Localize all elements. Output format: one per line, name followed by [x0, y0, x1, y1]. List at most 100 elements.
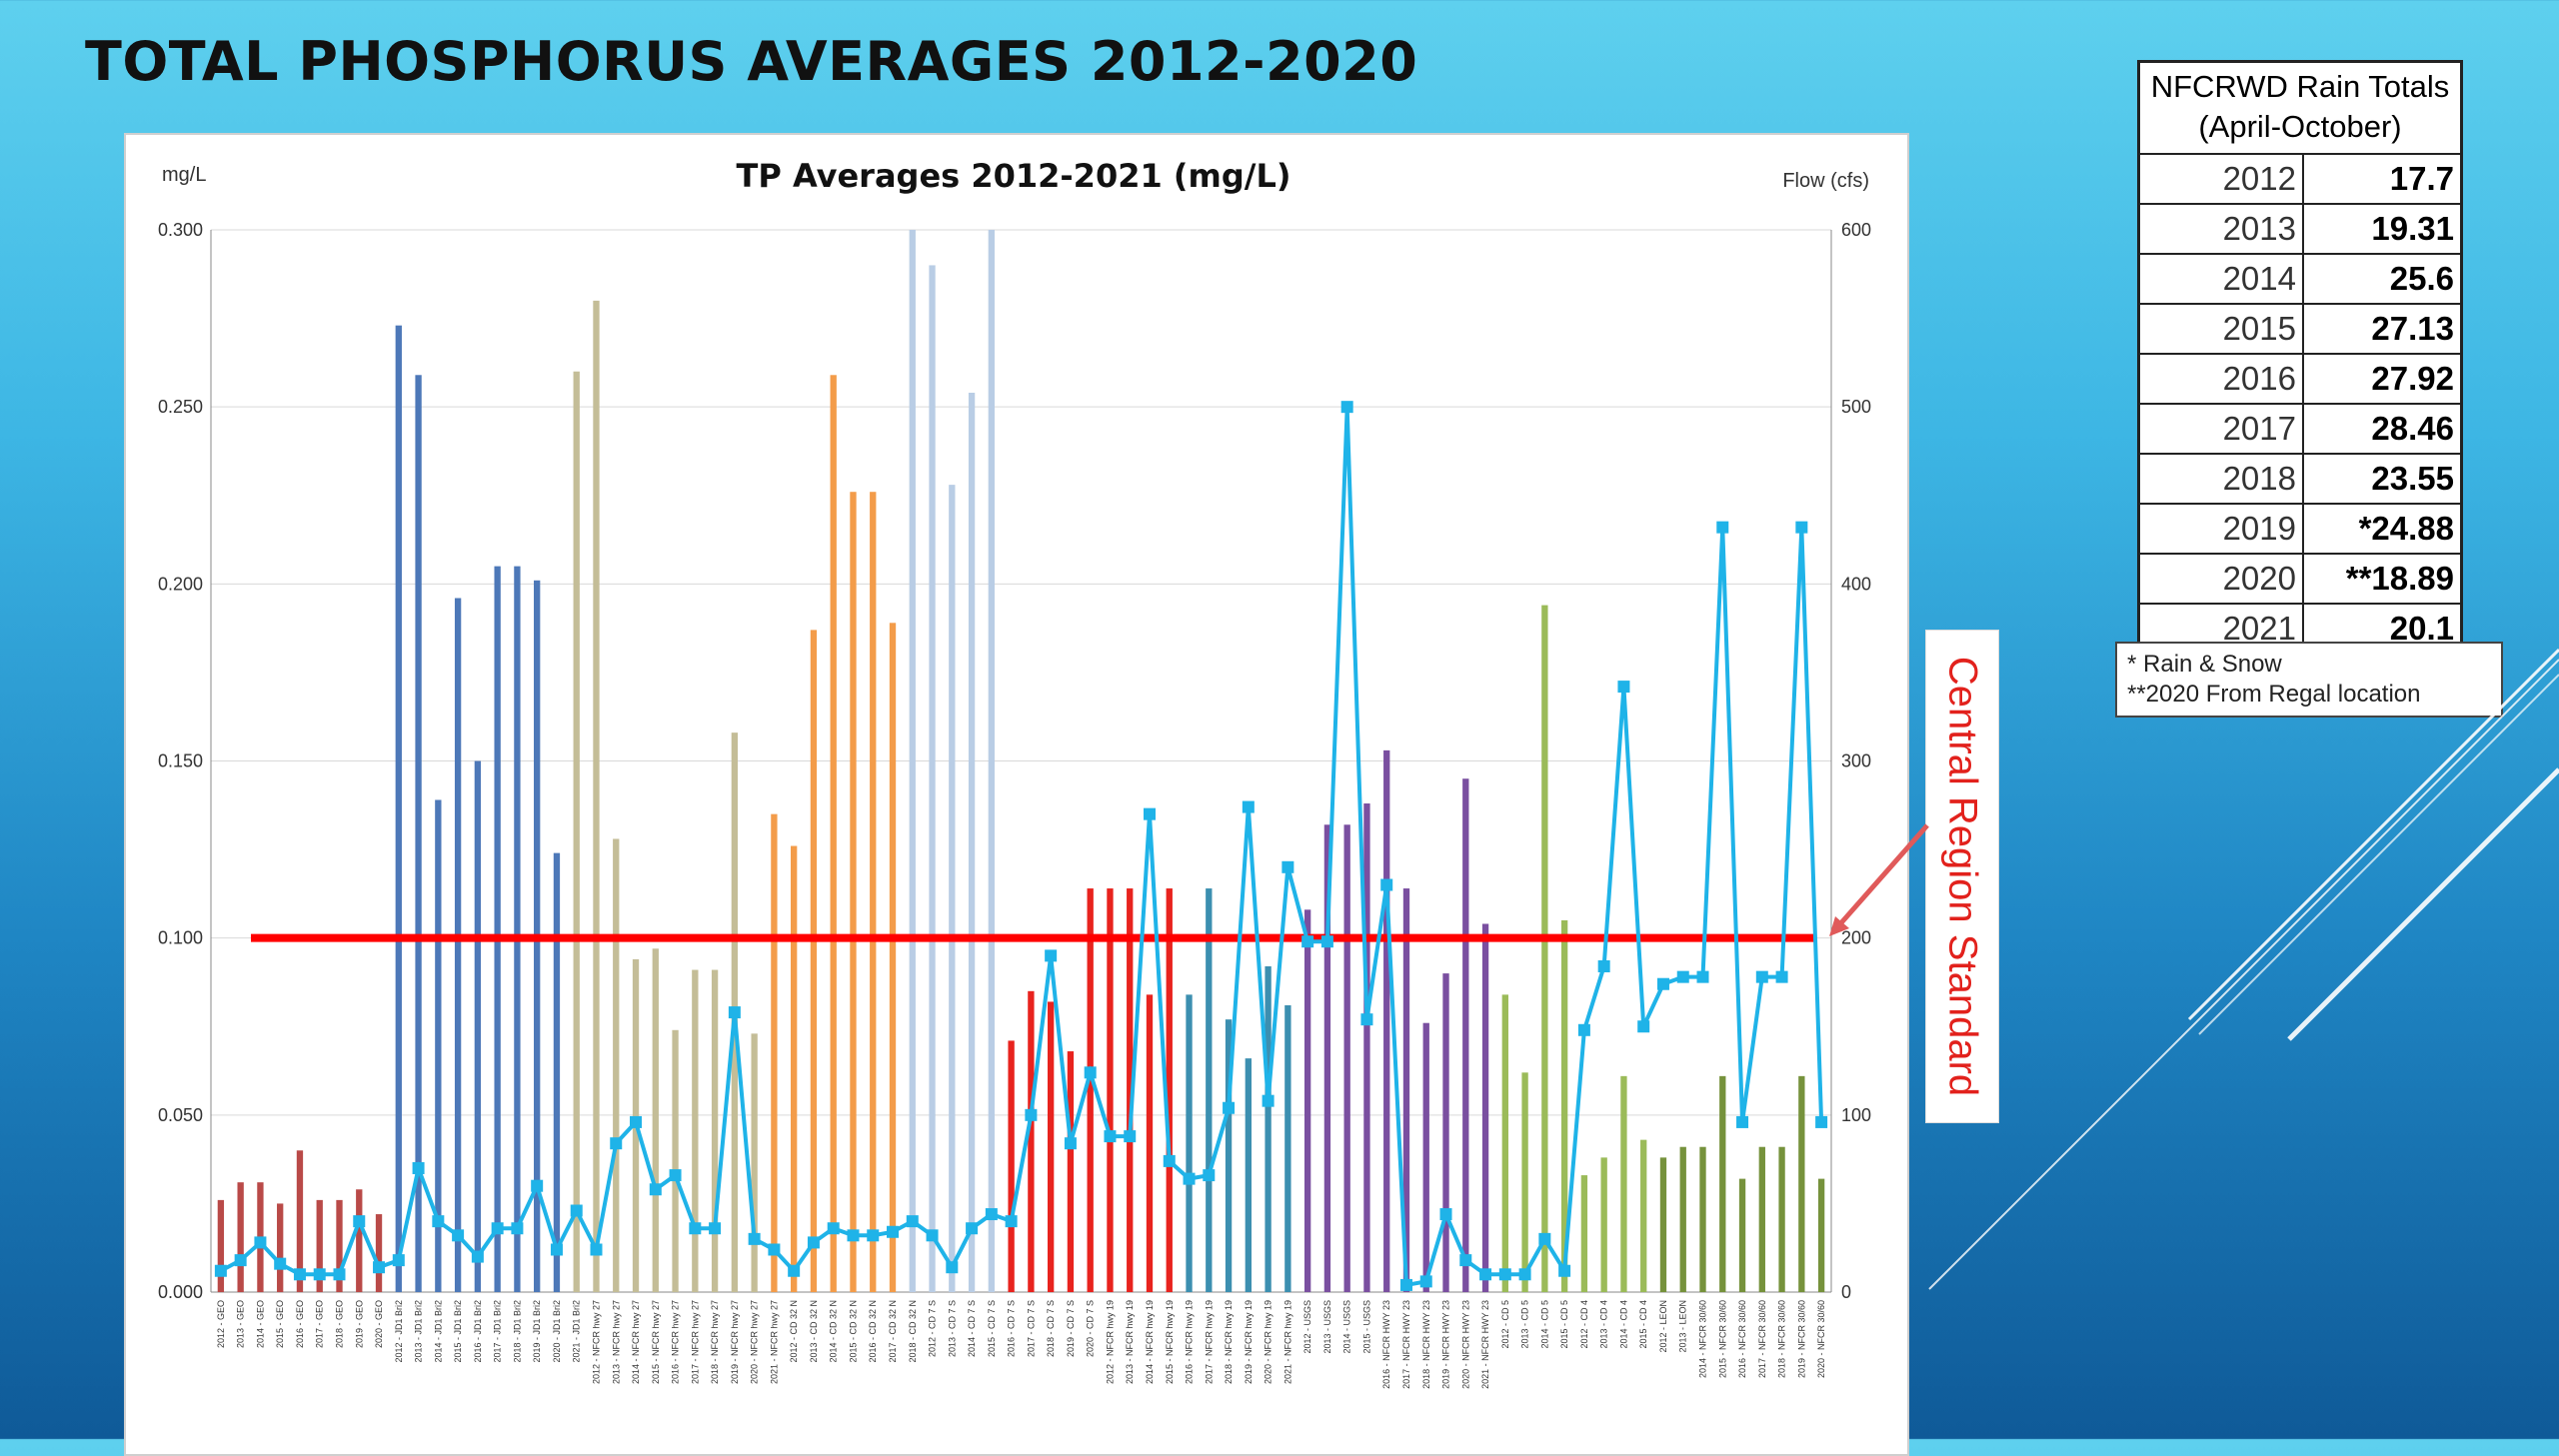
x-tick-label: 2018 - JD1 Bri2	[512, 1300, 522, 1363]
rain-table-row: 2015 27.13	[2137, 303, 2463, 355]
rain-total: 27.13	[2302, 303, 2463, 355]
x-tick-label: 2013 - GEO	[236, 1300, 246, 1348]
tp-bar	[1146, 994, 1154, 1292]
x-tick-label: 2018 - NFCR HWY 23	[1421, 1300, 1431, 1389]
y2-tick-label: 400	[1841, 574, 1871, 594]
tp-bar	[870, 492, 877, 1292]
rain-note-2: **2020 From Regal location	[2127, 681, 2421, 708]
flow-point	[333, 1268, 346, 1281]
flow-point	[1676, 970, 1689, 983]
x-tick-label: 2014 - NFCR 30/60	[1698, 1300, 1708, 1378]
flow-point	[254, 1236, 267, 1249]
tp-bar	[237, 1182, 244, 1292]
y2-tick-label: 600	[1841, 220, 1871, 240]
x-tick-label: 2020 - JD1 Bri2	[552, 1300, 562, 1363]
tp-bar	[217, 1199, 225, 1292]
flow-point	[1399, 1278, 1412, 1291]
tp-bar	[573, 371, 580, 1292]
flow-point	[1380, 878, 1393, 891]
tp-bar	[929, 265, 936, 1292]
y-tick-label: 0.300	[158, 220, 203, 240]
x-tick-label: 2017 - NFCR HWY 23	[1401, 1300, 1411, 1389]
x-tick-label: 2020 - NFCR hwy 19	[1264, 1300, 1274, 1384]
x-tick-label: 2020 - NFCR HWY 23	[1460, 1300, 1470, 1389]
x-tick-label: 2018 - CD 7 S	[1046, 1300, 1056, 1357]
tp-bar	[1107, 888, 1114, 1292]
rain-year: 2012	[2137, 153, 2304, 205]
flow-point	[1340, 401, 1353, 414]
rain-year: 2013	[2137, 203, 2304, 255]
tp-bar	[514, 566, 521, 1292]
tp-bar	[1363, 803, 1370, 1292]
tp-bar	[1541, 605, 1548, 1292]
x-tick-label: 2012 - CD 4	[1579, 1300, 1589, 1349]
tp-bar	[1778, 1146, 1785, 1292]
x-tick-label: 2013 - CD 32 N	[809, 1300, 819, 1363]
x-tick-label: 2021 - NFCR HWY 23	[1480, 1300, 1490, 1389]
flow-point	[570, 1204, 583, 1217]
flow-point	[1124, 1130, 1137, 1143]
tp-bar	[1028, 990, 1035, 1292]
x-tick-label: 2017 - CD 7 S	[1026, 1300, 1036, 1357]
tp-bar	[711, 969, 719, 1292]
flow-point	[313, 1268, 326, 1281]
flow-point	[1084, 1066, 1097, 1079]
tp-bar	[1738, 1178, 1746, 1292]
tp-bar	[1087, 888, 1094, 1292]
x-tick-label: 2012 - NFCR hwy 27	[591, 1300, 601, 1384]
x-tick-label: 2013 - JD1 Bri2	[414, 1300, 424, 1363]
flow-point	[1518, 1268, 1531, 1281]
x-tick-label: 2016 - NFCR HWY 23	[1381, 1300, 1391, 1389]
x-tick-label: 2020 - NFCR hwy 27	[750, 1300, 760, 1384]
tp-bar	[553, 852, 561, 1292]
y-tick-label: 0.050	[158, 1105, 203, 1125]
flow-point	[630, 1115, 643, 1128]
flow-point	[1360, 1013, 1373, 1026]
flow-point	[1637, 1020, 1650, 1033]
rain-total: *24.88	[2302, 503, 2463, 555]
x-tick-label: 2012 - NFCR hwy 19	[1105, 1300, 1115, 1384]
x-tick-label: 2012 - CD 32 N	[789, 1300, 799, 1363]
tp-bar	[494, 566, 501, 1292]
x-tick-label: 2016 - GEO	[295, 1300, 305, 1348]
tp-bar	[751, 1033, 758, 1292]
flow-point	[1320, 935, 1333, 948]
flow-point	[1795, 521, 1808, 534]
tp-bar	[791, 845, 798, 1292]
x-tick-label: 2019 - NFCR HWY 23	[1441, 1300, 1451, 1389]
flow-point	[412, 1161, 425, 1174]
x-tick-label: 2014 - CD 7 S	[967, 1300, 977, 1357]
x-tick-label: 2017 - JD1 Bri2	[493, 1300, 503, 1363]
flow-point	[531, 1179, 544, 1192]
tp-bar	[949, 485, 956, 1292]
x-tick-label: 2013 - NFCR hwy 19	[1125, 1300, 1135, 1384]
flow-point	[491, 1222, 504, 1235]
tp-bar	[771, 813, 778, 1292]
flow-point	[748, 1232, 761, 1245]
rain-year: 2017	[2137, 403, 2304, 455]
flow-point	[452, 1229, 465, 1242]
y-tick-label: 0.100	[158, 928, 203, 948]
slide-title: TOTAL PHOSPHORUS AVERAGES 2012-2020	[85, 30, 1418, 93]
rain-notes: * Rain & Snow **2020 From Regal location	[2115, 642, 2503, 718]
flow-point	[1223, 1101, 1236, 1114]
flow-point	[1498, 1268, 1511, 1281]
tp-bar	[810, 630, 818, 1292]
flow-point	[392, 1254, 405, 1267]
tp-bar	[889, 623, 897, 1292]
x-tick-label: 2015 - CD 32 N	[848, 1300, 858, 1363]
tp-bar	[277, 1203, 284, 1292]
flow-point	[985, 1208, 998, 1221]
tp-bar	[1323, 824, 1331, 1292]
rain-total: 28.46	[2302, 403, 2463, 455]
tp-bar	[1640, 1139, 1647, 1292]
x-tick-label: 2017 - NFCR hwy 19	[1204, 1300, 1214, 1384]
rain-table-row: 2020 **18.89	[2137, 553, 2463, 605]
y-tick-label: 0.000	[158, 1282, 203, 1302]
x-tick-label: 2016 - CD 32 N	[868, 1300, 878, 1363]
rain-year: 2016	[2137, 353, 2304, 405]
x-tick-label: 2014 - CD 4	[1618, 1300, 1628, 1349]
rain-table-subtitle: (April-October)	[2198, 109, 2402, 144]
flow-point	[887, 1225, 900, 1238]
x-tick-label: 2012 - LEON	[1658, 1300, 1668, 1353]
